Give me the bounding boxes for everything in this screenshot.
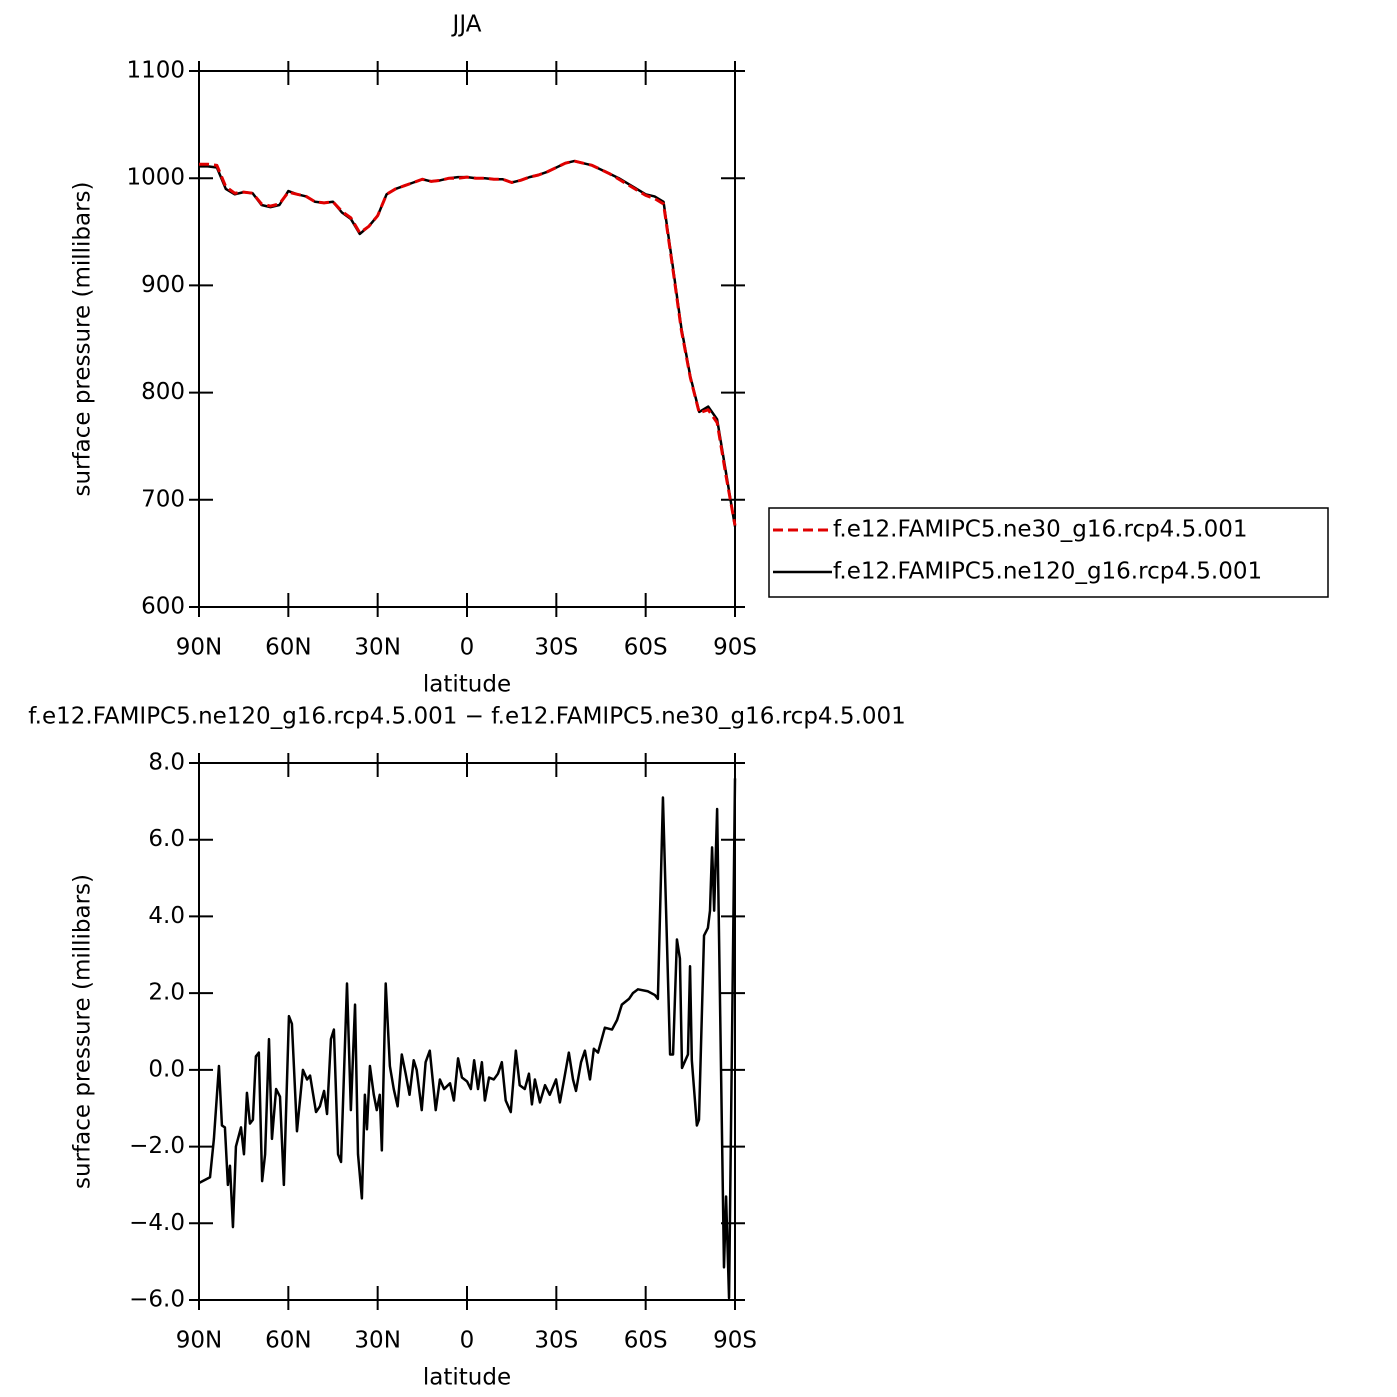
y-tick-label: 2.0 [148,980,185,1006]
y-axis-label: surface pressure (millibars) [70,181,96,496]
x-tick-label: 30N [354,1328,400,1354]
x-tick-label: 30S [534,1328,578,1354]
plot-frame [198,762,736,1301]
y-axis-label: surface pressure (millibars) [70,874,96,1189]
y-tick-label: 8.0 [148,750,185,776]
x-tick-label: 90S [713,1328,757,1354]
x-tick-label: 0 [460,1328,475,1354]
x-tick-label: 60S [624,635,668,661]
y-tick-label: 700 [141,486,185,512]
legend-label: f.e12.FAMIPC5.ne120_g16.rcp4.5.001 [833,559,1262,585]
chart-title: JJA [451,12,482,38]
y-tick-label: 600 [141,594,185,620]
x-tick-label: 0 [460,635,475,661]
y-tick-label: −4.0 [129,1210,185,1236]
x-tick-label: 90S [713,635,757,661]
x-axis-label: latitude [423,672,511,698]
x-tick-label: 60N [265,1328,311,1354]
x-tick-label: 90N [176,635,222,661]
x-tick-label: 30N [354,635,400,661]
y-tick-label: −6.0 [129,1287,185,1313]
y-tick-label: 1000 [126,165,185,191]
y-tick-label: −2.0 [129,1133,185,1159]
y-tick-label: 0.0 [148,1056,185,1082]
x-tick-label: 60N [265,635,311,661]
x-tick-label: 90N [176,1328,222,1354]
y-tick-label: 4.0 [148,903,185,929]
series-line [198,778,737,1300]
y-tick-label: 900 [141,272,185,298]
x-tick-label: 60S [624,1328,668,1354]
legend-box [768,507,1329,598]
x-tick-label: 30S [534,635,578,661]
plot-frame [198,70,736,608]
legend-label: f.e12.FAMIPC5.ne30_g16.rcp4.5.001 [833,517,1247,543]
series-line [199,159,737,526]
x-axis-label: latitude [423,1365,511,1391]
chart-title: f.e12.FAMIPC5.ne120_g16.rcp4.5.001 − f.e… [28,704,905,730]
series-line [199,159,737,527]
y-tick-label: 1100 [126,58,185,84]
y-tick-label: 6.0 [148,826,185,852]
y-tick-label: 800 [141,379,185,405]
